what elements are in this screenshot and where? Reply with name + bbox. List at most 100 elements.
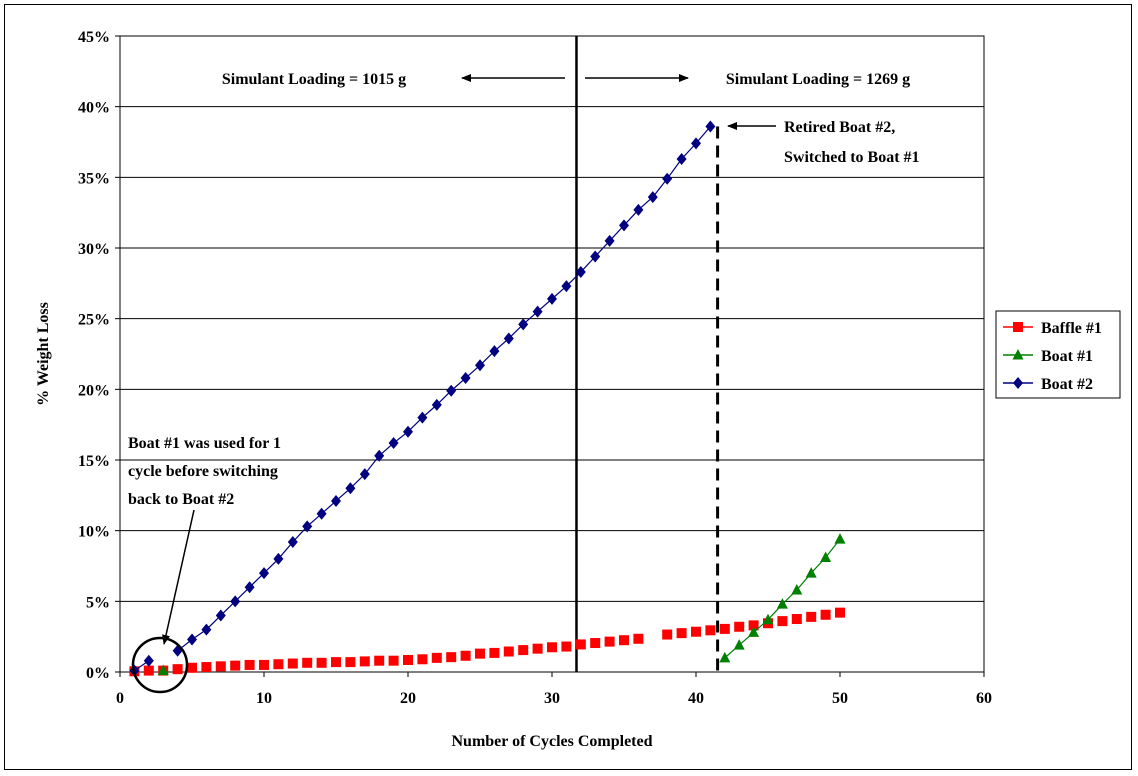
y-tick-label: 40% bbox=[78, 100, 110, 117]
data-point-boat-2 bbox=[691, 137, 701, 150]
data-point-boat-1 bbox=[791, 584, 803, 595]
data-point-baffle-1 bbox=[518, 645, 529, 656]
data-point-boat-2 bbox=[547, 292, 557, 305]
boat1-highlight-circle bbox=[131, 636, 189, 694]
data-point-boat-2 bbox=[489, 345, 500, 358]
x-tick-label: 0 bbox=[116, 690, 124, 707]
data-point-baffle-1 bbox=[388, 655, 399, 666]
legend: Baffle #1 Boat #1 Boat #2 bbox=[995, 310, 1121, 399]
y-tick-label: 25% bbox=[78, 312, 110, 329]
data-point-baffle-1 bbox=[460, 650, 471, 661]
data-point-baffle-1 bbox=[359, 656, 370, 667]
data-point-boat-1 bbox=[157, 664, 169, 676]
y-tick-labels: 0% 5% 10% 15% 20% 25% 30% 35% 40% 45% bbox=[78, 29, 120, 682]
data-point-boat-1 bbox=[776, 598, 788, 609]
data-point-baffle-1 bbox=[619, 635, 629, 646]
y-axis-title: % Weight Loss bbox=[35, 302, 52, 406]
data-point-boat-2 bbox=[187, 633, 197, 646]
x-tick-label: 40 bbox=[688, 690, 704, 707]
data-point-boat-1 bbox=[733, 639, 745, 650]
data-point-boat-2 bbox=[345, 482, 356, 495]
data-point-boat-2 bbox=[273, 552, 284, 565]
data-point-baffle-1 bbox=[302, 657, 313, 668]
data-point-boat-2 bbox=[403, 425, 413, 438]
data-point-boat-2 bbox=[230, 595, 241, 608]
data-point-boat-1 bbox=[748, 626, 760, 637]
data-point-boat-2 bbox=[388, 437, 399, 450]
data-point-boat-2 bbox=[259, 567, 269, 580]
data-point-baffle-1 bbox=[331, 657, 341, 668]
data-point-boat-2 bbox=[143, 654, 154, 667]
data-point-boat-2 bbox=[662, 172, 673, 185]
data-point-baffle-1 bbox=[633, 633, 644, 644]
data-point-boat-2 bbox=[460, 372, 471, 385]
data-point-boat-2 bbox=[518, 318, 529, 331]
x-axis-title: Number of Cycles Completed bbox=[451, 733, 652, 750]
data-point-baffle-1 bbox=[777, 616, 788, 627]
data-point-baffle-1 bbox=[230, 660, 241, 671]
legend-label-boat-1: Boat #1 bbox=[1041, 348, 1093, 365]
data-point-baffle-1 bbox=[403, 654, 413, 665]
data-point-boat-1 bbox=[805, 567, 817, 578]
data-point-boat-2 bbox=[619, 219, 629, 232]
x-tick-label: 60 bbox=[976, 690, 992, 707]
y-tick-label: 10% bbox=[78, 524, 110, 541]
data-point-boat-2 bbox=[633, 203, 644, 216]
data-point-baffle-1 bbox=[547, 642, 557, 653]
boat1-note-line2: cycle before switching bbox=[128, 463, 278, 480]
data-point-baffle-1 bbox=[791, 614, 802, 624]
series-baffle-1 bbox=[129, 607, 845, 677]
data-point-boat-2 bbox=[532, 305, 543, 318]
data-point-boat-2 bbox=[287, 535, 298, 548]
legend-label-baffle-1: Baffle #1 bbox=[1041, 320, 1102, 337]
data-point-boat-2 bbox=[604, 234, 615, 247]
data-point-baffle-1 bbox=[806, 611, 817, 622]
data-point-baffle-1 bbox=[676, 628, 687, 639]
data-point-baffle-1 bbox=[691, 626, 701, 637]
data-point-boat-2 bbox=[374, 449, 385, 462]
data-point-baffle-1 bbox=[604, 636, 615, 647]
data-point-boat-2 bbox=[475, 359, 485, 372]
data-point-baffle-1 bbox=[345, 657, 356, 668]
data-point-baffle-1 bbox=[705, 625, 716, 636]
data-point-boat-2 bbox=[647, 191, 658, 204]
data-point-baffle-1 bbox=[662, 629, 673, 640]
x-tick-labels: 0 10 20 30 40 50 60 bbox=[116, 672, 992, 707]
y-tick-label: 35% bbox=[78, 170, 110, 187]
y-tick-label: 0% bbox=[86, 665, 110, 682]
data-point-boat-2 bbox=[561, 280, 572, 293]
data-point-boat-2 bbox=[431, 398, 442, 411]
boat1-note-line3: back to Boat #2 bbox=[128, 491, 234, 508]
y-tick-label: 20% bbox=[78, 382, 110, 399]
data-point-baffle-1 bbox=[734, 621, 745, 632]
y-tick-label: 30% bbox=[78, 241, 110, 258]
data-point-boat-1 bbox=[820, 551, 832, 563]
y-tick-label: 5% bbox=[86, 594, 110, 611]
data-point-baffle-1 bbox=[316, 657, 327, 668]
series-boat-1 bbox=[157, 533, 846, 676]
data-point-baffle-1 bbox=[719, 623, 730, 634]
data-point-baffle-1 bbox=[259, 659, 269, 670]
legend-items: Baffle #1 Boat #1 Boat #2 bbox=[1003, 320, 1102, 393]
data-point-boat-2 bbox=[302, 520, 313, 533]
reference-lines bbox=[575, 36, 720, 672]
data-point-baffle-1 bbox=[201, 662, 212, 673]
x-tick-label: 30 bbox=[544, 690, 560, 707]
data-point-baffle-1 bbox=[475, 648, 485, 659]
loading-left-label: Simulant Loading = 1015 g bbox=[222, 71, 406, 88]
retired-label-line2: Switched to Boat #1 bbox=[784, 149, 920, 166]
data-point-boat-2 bbox=[331, 494, 341, 507]
data-point-baffle-1 bbox=[820, 609, 831, 620]
data-point-boat-1 bbox=[834, 533, 846, 544]
data-point-baffle-1 bbox=[835, 607, 845, 618]
data-point-baffle-1 bbox=[187, 662, 197, 673]
data-point-baffle-1 bbox=[172, 664, 183, 675]
x-tick-label: 50 bbox=[832, 690, 848, 707]
boat1-note-line1: Boat #1 was used for 1 bbox=[128, 435, 281, 452]
data-point-boat-2 bbox=[590, 250, 601, 263]
data-point-boat-2 bbox=[446, 384, 457, 397]
data-point-baffle-1 bbox=[446, 652, 457, 663]
data-point-boat-2 bbox=[244, 581, 255, 594]
y-tick-label: 15% bbox=[78, 453, 110, 470]
data-point-boat-2 bbox=[503, 332, 514, 345]
